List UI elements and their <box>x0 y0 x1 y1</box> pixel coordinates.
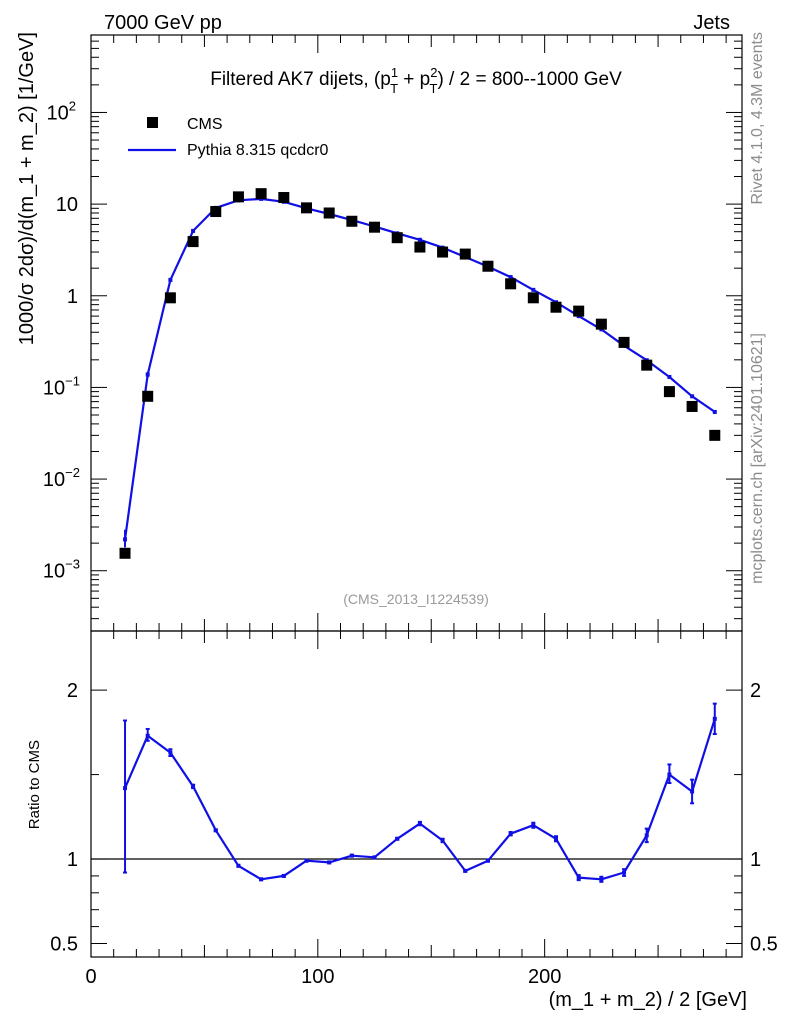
cms-data-point <box>459 248 471 260</box>
cms-data-point <box>482 260 494 272</box>
cms-data-point <box>278 192 290 204</box>
x-tick-label: 200 <box>528 966 561 988</box>
cms-data-point <box>641 359 653 371</box>
ratio-point <box>281 873 286 878</box>
main-y-tick-label: 10−1 <box>43 373 80 399</box>
ratio-point <box>123 786 128 791</box>
ratio-y-tick-label: 2 <box>67 680 78 702</box>
ratio-y-tick-label: 1 <box>67 849 78 871</box>
cms-data-point <box>414 241 426 253</box>
cms-data-point <box>323 207 335 219</box>
ratio-point <box>440 838 445 843</box>
cms-data-point <box>164 292 176 304</box>
header-right-label: Jets <box>693 12 730 34</box>
ratio-point <box>644 833 649 838</box>
cms-data-point <box>550 301 562 313</box>
legend-label-pythia: Pythia 8.315 qcdcr0 <box>187 142 329 159</box>
cms-data-point <box>709 429 721 441</box>
ratio-point <box>485 858 490 863</box>
main-y-tick-label: 10−3 <box>43 557 80 583</box>
pythia-point <box>508 275 513 280</box>
ratio-point <box>372 855 377 860</box>
ratio-point <box>213 828 218 833</box>
pythia-point <box>690 394 695 399</box>
ratio-point <box>599 877 604 882</box>
x-tick-label: 0 <box>85 966 96 988</box>
cms-data-point <box>346 215 358 227</box>
cms-data-point <box>300 202 312 214</box>
main-y-tick-label: 102 <box>47 98 76 124</box>
cms-data-point <box>505 278 517 290</box>
pythia-point <box>168 277 173 282</box>
cms-data-point <box>255 188 267 200</box>
ratio-y-tick-label: 0.5 <box>50 933 78 955</box>
ratio-point <box>667 772 672 777</box>
ratio-point <box>191 784 196 789</box>
pythia-point <box>417 237 422 242</box>
ratio-point <box>349 853 354 858</box>
ratio-point <box>712 716 717 721</box>
ratio-point <box>304 858 309 863</box>
pythia-point <box>531 287 536 292</box>
ratio-point <box>259 877 264 882</box>
cms-data-point <box>686 400 698 412</box>
ratio-point <box>554 836 558 841</box>
main-plot-title: Filtered AK7 dijets, (p1 T + p2 T) / 2 = 8… <box>210 65 622 96</box>
analysis-watermark: (CMS_2013_I1224539) <box>343 591 489 607</box>
main-y-tick-label: 1 <box>67 286 78 308</box>
ratio-y-tick-label-right: 0.5 <box>750 933 778 955</box>
ratio-point <box>508 831 513 836</box>
ratio-plot-frame <box>90 630 743 958</box>
ratio-point <box>690 789 695 794</box>
ratio-point <box>236 863 241 868</box>
pythia-point <box>191 228 196 233</box>
legend-marker-cms <box>147 117 158 128</box>
cms-data-point <box>232 191 244 203</box>
ratio-y-tick-label-right: 1 <box>750 849 761 871</box>
cms-data-point <box>663 386 675 398</box>
ratio-point <box>531 823 536 828</box>
main-y-tick-label: 10−2 <box>43 465 80 491</box>
cms-data-point <box>437 246 449 258</box>
cms-data-point <box>142 390 154 402</box>
ratio-y-axis-label: Ratio to CMS <box>26 740 43 829</box>
x-tick-label: 100 <box>301 966 334 988</box>
cms-data-point <box>573 305 585 317</box>
pythia-point <box>712 409 717 414</box>
pythia-point <box>667 374 672 379</box>
cms-data-point <box>618 336 630 348</box>
header-left-label: 7000 GeV pp <box>104 12 222 34</box>
pythia-point <box>145 372 150 377</box>
ratio-point <box>417 821 422 826</box>
ratio-point <box>576 875 581 880</box>
cms-data-point <box>527 292 539 304</box>
main-y-tick-label: 10 <box>56 194 78 216</box>
cms-data-point <box>187 236 199 248</box>
ratio-point <box>622 870 627 875</box>
ratio-line <box>123 718 716 881</box>
pythia-point <box>123 537 128 542</box>
cms-data-point <box>119 547 131 559</box>
side-label-rivet: Rivet 4.1.0, 4.3M events <box>749 32 766 205</box>
x-axis-label: (m_1 + m_2) / 2 [GeV] <box>549 989 747 1011</box>
ratio-point <box>145 733 150 738</box>
side-label-mcplots: mcplots.cern.ch [arXiv:2401.10621] <box>749 333 766 584</box>
cms-data-point <box>595 318 607 330</box>
cms-data-point <box>391 232 403 244</box>
ratio-y-tick-label-right: 2 <box>750 680 761 702</box>
main-y-axis-label: 1000/σ 2dσ)/d(m_1 + m_2) [1/GeV] <box>16 32 38 345</box>
ratio-point <box>327 860 332 865</box>
ratio-point <box>168 750 173 755</box>
ratio-point <box>463 868 468 873</box>
cms-data-point <box>210 206 222 218</box>
ratio-point <box>395 836 400 841</box>
legend-label-cms: CMS <box>187 116 223 133</box>
cms-data-point <box>369 221 381 233</box>
